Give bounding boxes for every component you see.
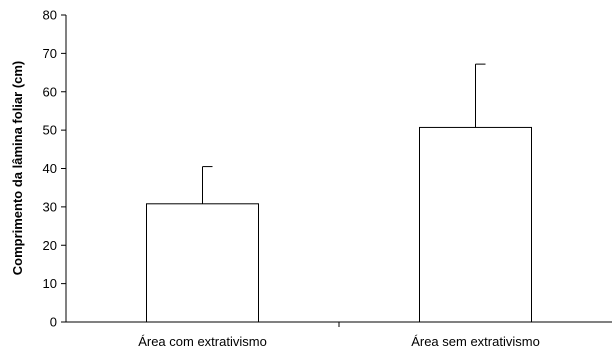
x-tick-label: Área sem extrativismo xyxy=(411,334,540,349)
y-tick-label: 70 xyxy=(43,46,57,61)
y-axis: 0 10 20 30 40 50 60 70 80 xyxy=(43,8,67,330)
y-tick-label: 30 xyxy=(43,199,57,214)
y-tick-label: 10 xyxy=(43,276,57,291)
x-axis: Área com extrativismo Área sem extrativis… xyxy=(66,321,612,349)
y-tick-label: 20 xyxy=(43,238,57,253)
bar xyxy=(419,126,532,323)
bars xyxy=(146,63,532,323)
y-tick-label: 80 xyxy=(43,8,57,23)
y-tick-label: 0 xyxy=(50,315,57,330)
x-tick-label: Área com extrativismo xyxy=(138,334,267,349)
y-tick-label: 60 xyxy=(43,84,57,99)
y-tick-label: 50 xyxy=(43,123,57,138)
bar xyxy=(146,203,259,323)
y-tick-label: 40 xyxy=(43,161,57,176)
y-axis-label: Comprimento da lâmina foliar (cm) xyxy=(10,61,25,276)
